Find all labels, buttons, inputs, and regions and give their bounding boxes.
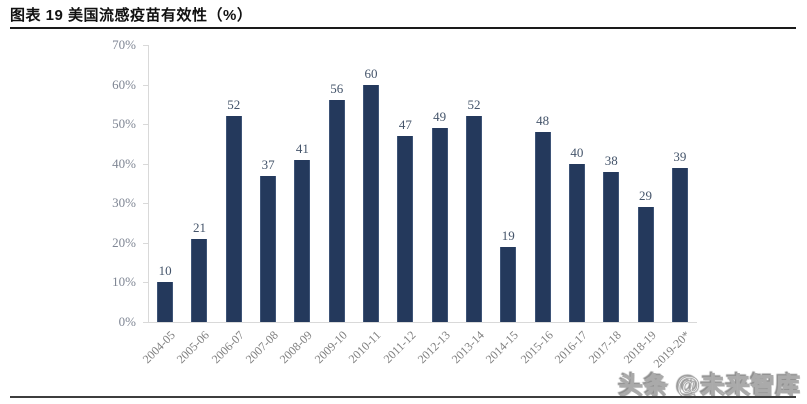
bar-value-label: 39 xyxy=(673,148,687,164)
y-axis-tick-mark xyxy=(143,242,148,244)
bar-value-label: 52 xyxy=(227,97,241,113)
y-axis-tick-label: 40% xyxy=(112,155,136,171)
x-axis-line xyxy=(148,322,697,323)
x-axis-tick-label: 2017-18 xyxy=(585,328,625,367)
watermark-text: 头条 @未来智库 xyxy=(618,373,801,401)
bar xyxy=(500,246,517,322)
bar-value-label: 47 xyxy=(398,117,412,132)
x-axis-tick-label: 2014-15 xyxy=(482,328,522,367)
bar-value-label: 29 xyxy=(639,188,653,204)
y-axis-tick-label: 30% xyxy=(112,195,136,211)
bar xyxy=(431,128,448,322)
page-title: 图表 19 美国流感疫苗有效性（%） xyxy=(10,7,253,24)
x-axis-tick-label: 2006-07 xyxy=(208,328,247,367)
y-axis-tick-mark xyxy=(143,282,148,284)
y-axis-tick-label: 20% xyxy=(112,234,136,250)
y-axis-tick-label: 70% xyxy=(112,37,136,52)
y-axis-tick-mark xyxy=(143,84,148,86)
bar xyxy=(568,163,585,322)
y-axis-tick-label: 50% xyxy=(112,116,136,132)
x-axis-tick-label: 2016-17 xyxy=(551,328,590,367)
x-axis-tick-label: 2004-05 xyxy=(139,328,179,367)
x-axis-tick-label: 2010-11 xyxy=(346,328,384,366)
x-axis-tick-label: 2013-14 xyxy=(448,328,487,367)
bar xyxy=(294,159,311,322)
bar xyxy=(260,175,277,322)
bar-value-label: 41 xyxy=(295,140,309,156)
bar-value-label: 48 xyxy=(536,113,550,129)
bar xyxy=(671,167,688,322)
x-axis-tick-label: 2011-12 xyxy=(380,328,419,366)
bar xyxy=(637,207,654,322)
y-axis-tick-mark xyxy=(143,322,148,323)
bar-value-label: 37 xyxy=(261,156,275,172)
x-axis-tick-label: 2007-08 xyxy=(242,328,281,367)
x-axis-tick-label: 2009-10 xyxy=(311,328,350,367)
y-axis-tick-mark xyxy=(143,124,148,126)
x-axis-tick-label: 2008-09 xyxy=(277,328,316,367)
bar-value-label: 21 xyxy=(192,219,206,235)
bar xyxy=(465,116,482,322)
bar xyxy=(225,116,242,322)
y-axis-tick-mark xyxy=(143,45,148,46)
bar xyxy=(363,84,380,322)
bar xyxy=(191,238,208,322)
bar xyxy=(534,132,551,322)
bar-value-label: 49 xyxy=(433,109,447,125)
bar-value-label: 52 xyxy=(467,97,481,113)
bar xyxy=(603,171,620,322)
bottom-rule xyxy=(10,396,796,398)
x-axis-tick-label: 2015-16 xyxy=(517,328,556,367)
x-axis-tick-label: 2005-06 xyxy=(174,328,213,367)
bar-value-label: 38 xyxy=(604,152,618,168)
bar xyxy=(397,136,414,322)
y-axis-tick-label: 0% xyxy=(118,314,136,329)
bar xyxy=(157,282,174,322)
y-axis-tick-mark xyxy=(143,163,148,165)
title-underline-rule xyxy=(10,27,796,29)
x-axis-tick-label: 2012-13 xyxy=(414,328,453,367)
bar-value-label: 10 xyxy=(158,263,172,279)
y-axis-tick-label: 60% xyxy=(112,76,136,92)
y-axis-tick-label: 10% xyxy=(112,274,136,290)
bar-value-label: 19 xyxy=(501,227,515,243)
bar-value-label: 56 xyxy=(330,81,344,97)
x-axis-tick-label: 2019-20* xyxy=(650,328,693,371)
bar-value-label: 40 xyxy=(570,144,584,160)
y-axis-tick-mark xyxy=(143,203,148,205)
bar-value-label: 60 xyxy=(364,65,378,81)
bar xyxy=(328,100,345,322)
y-axis-line xyxy=(148,45,149,322)
